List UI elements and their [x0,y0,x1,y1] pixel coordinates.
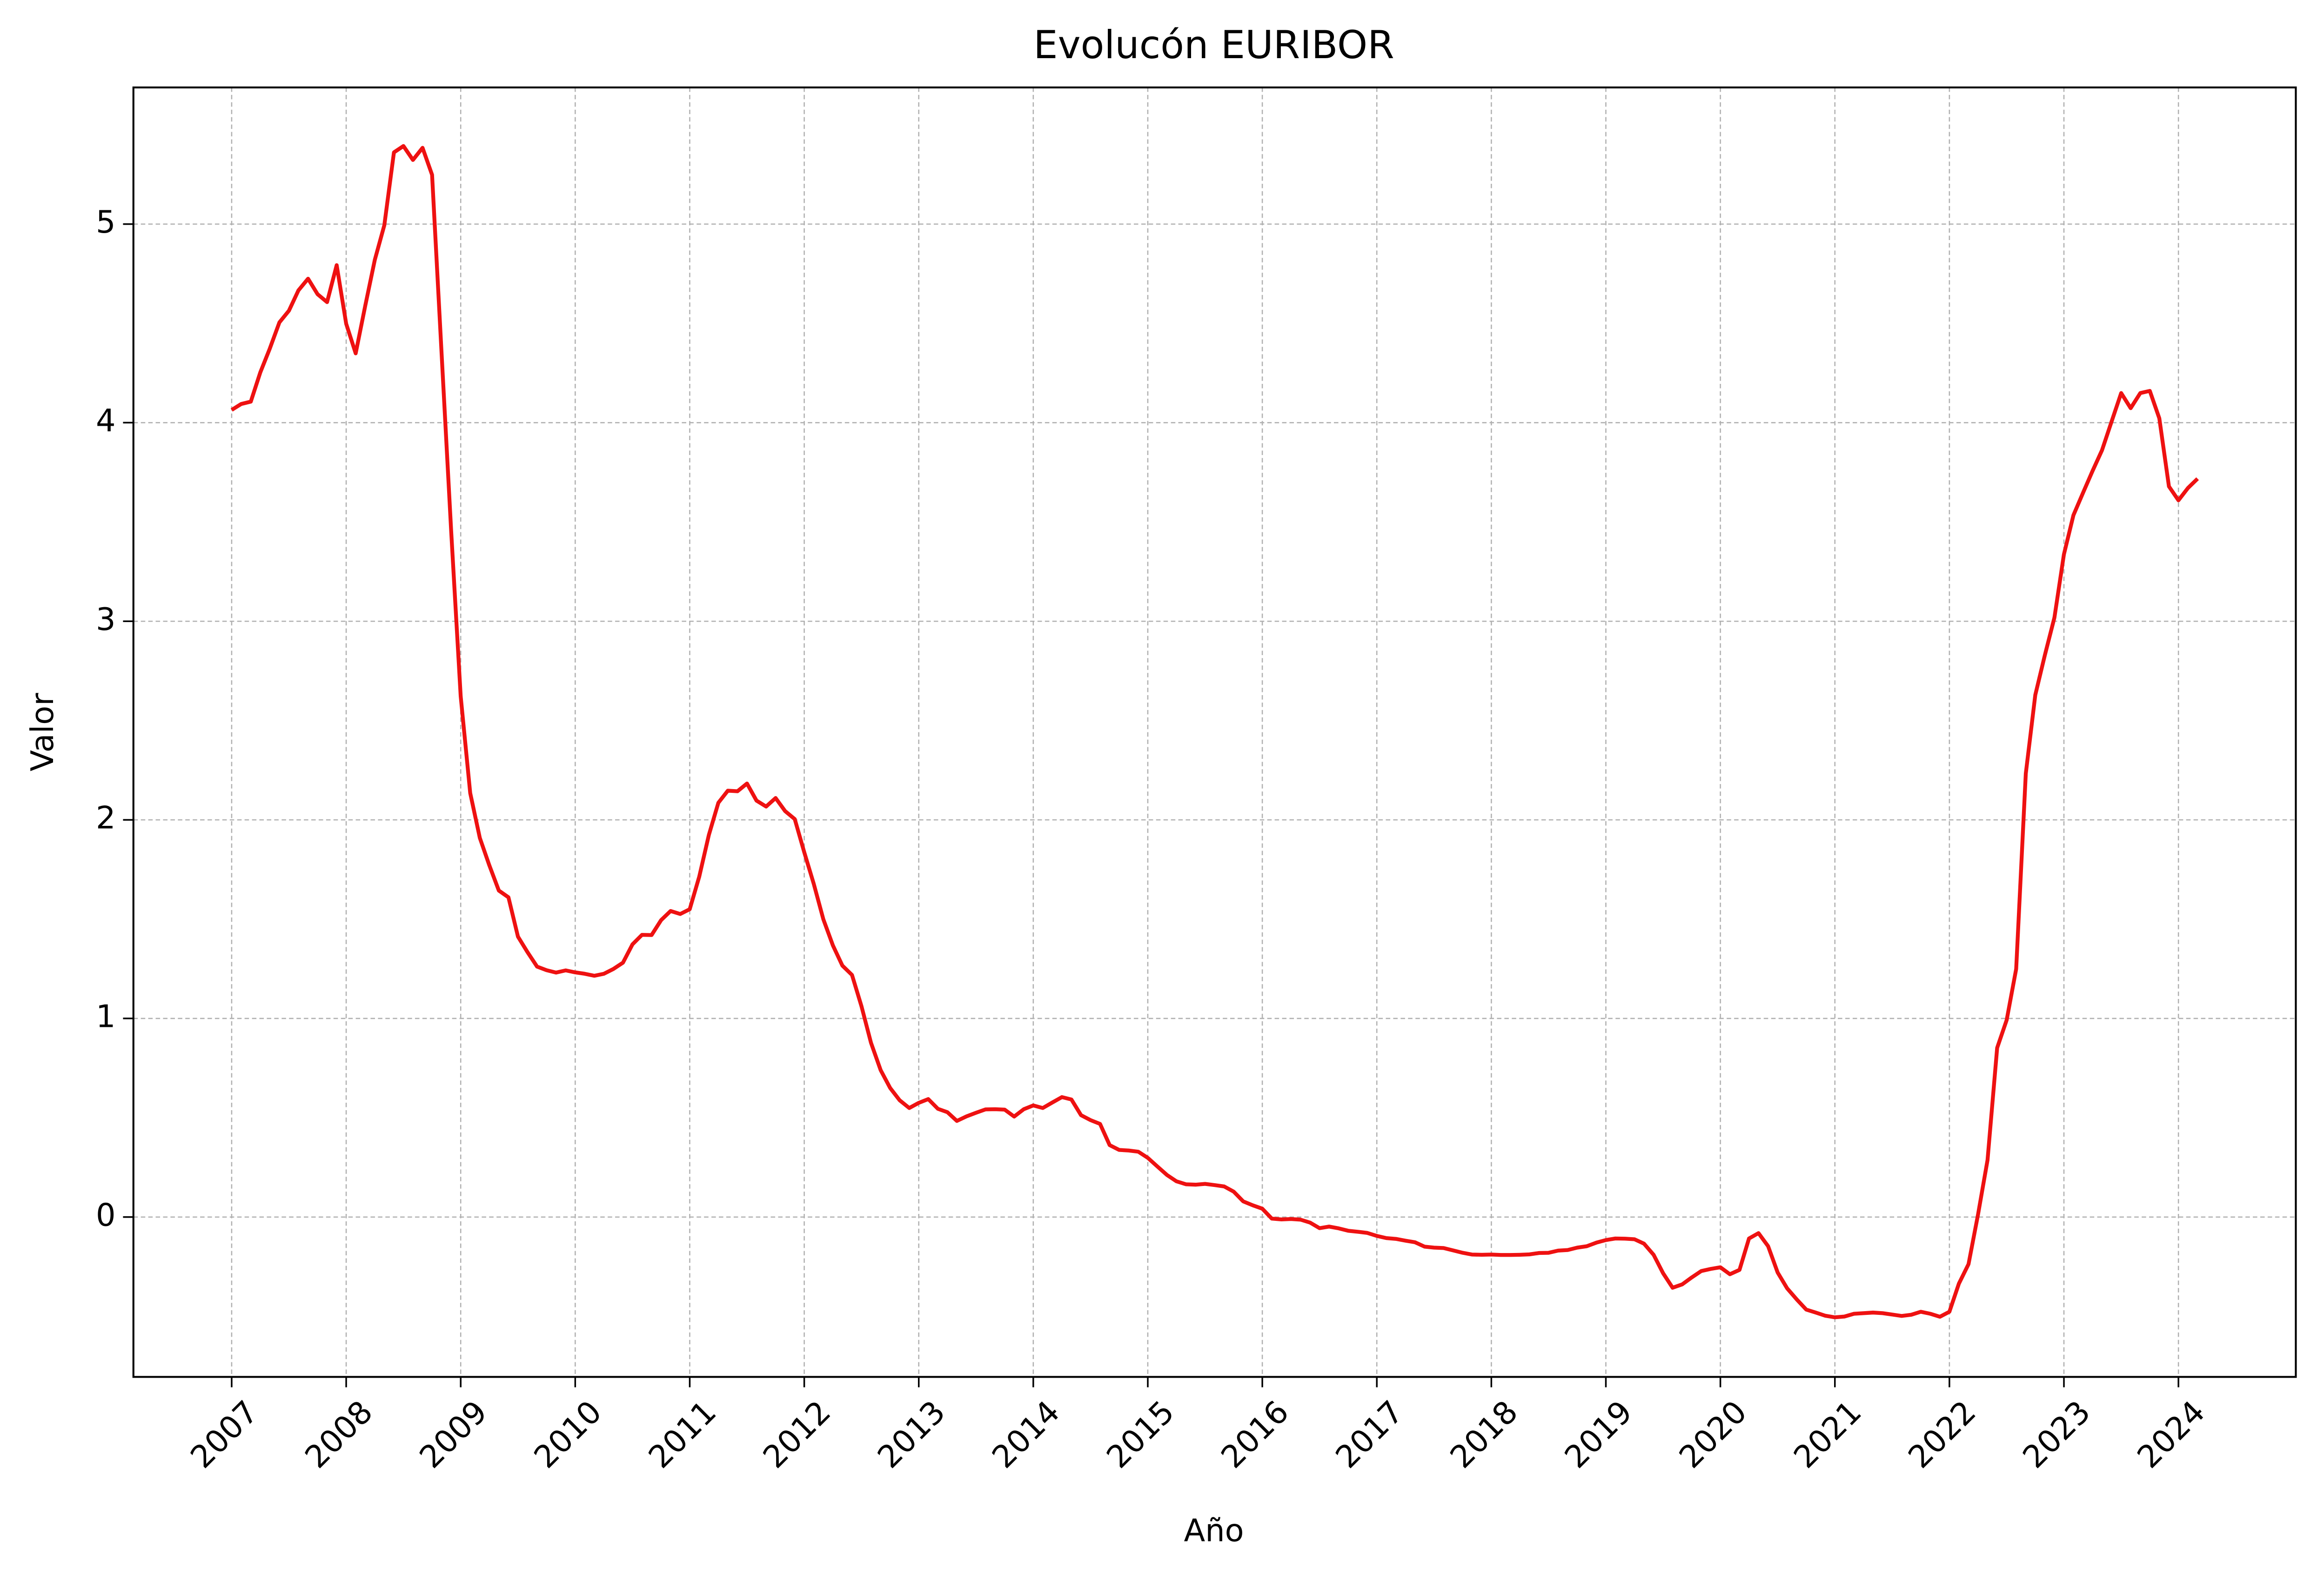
plot-frame [132,86,2297,1378]
y-tick-label: 4 [96,402,116,439]
chart-title: Evolucón EURIBOR [1033,22,1394,67]
y-tick-label: 5 [96,204,116,240]
y-axis-label: Valor [24,693,60,771]
y-tick-label: 2 [96,800,116,836]
y-tick-label: 0 [96,1197,116,1233]
y-tick-label: 3 [96,601,116,637]
x-axis-label: Año [1184,1512,1244,1548]
data-line [230,144,2199,1320]
y-tick-label: 1 [96,998,116,1034]
